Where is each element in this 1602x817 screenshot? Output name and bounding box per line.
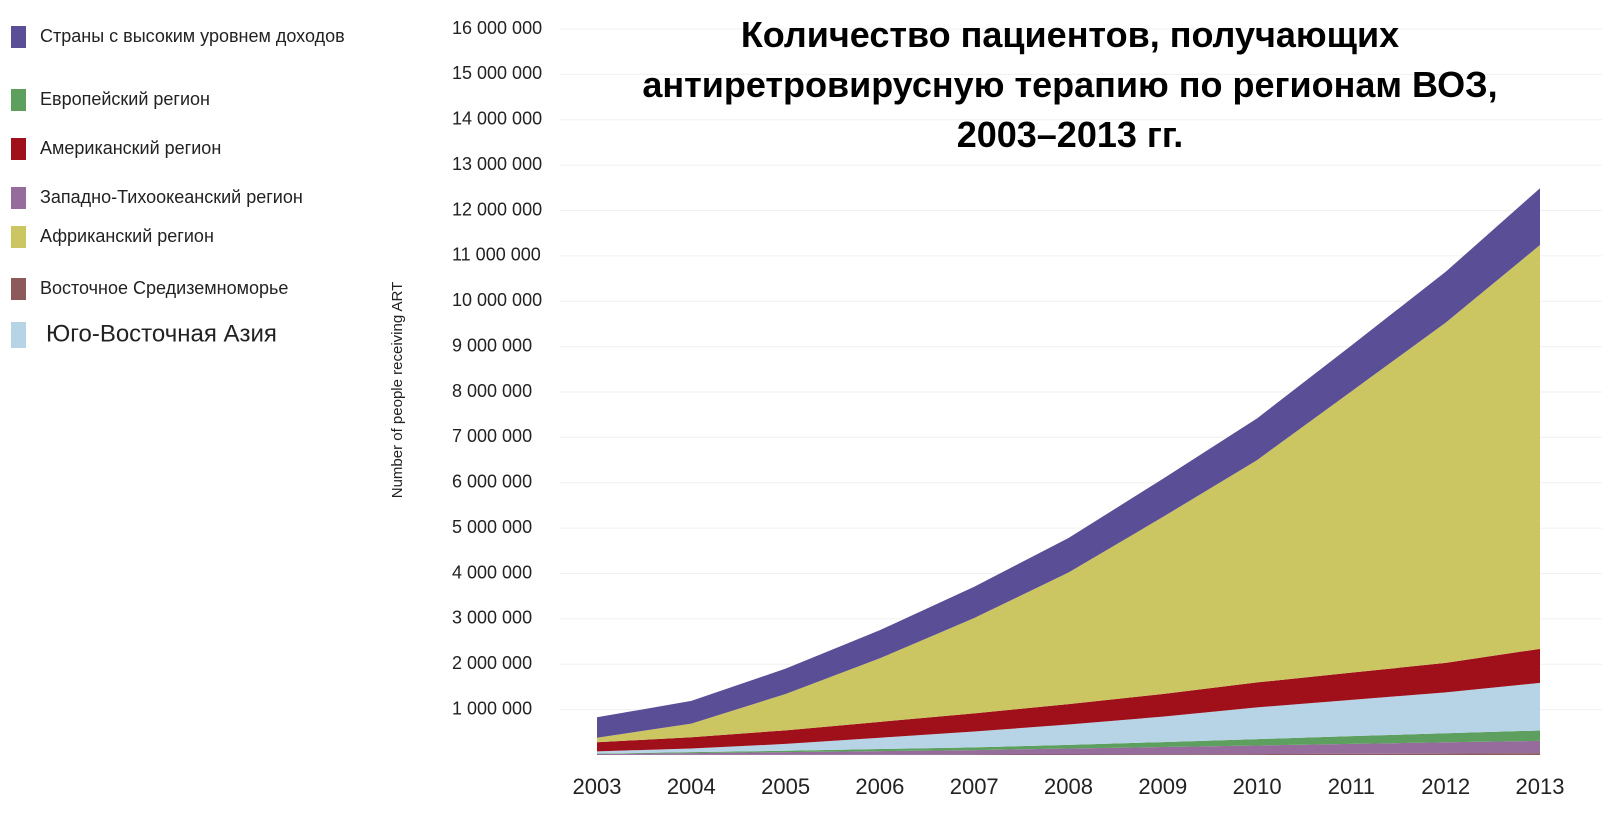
y-tick-label: 12 000 000 — [452, 199, 542, 219]
legend-label: Европейский регион — [40, 89, 210, 109]
legend-swatch — [11, 322, 26, 348]
x-tick-label: 2013 — [1516, 774, 1565, 799]
y-tick-label: 5 000 000 — [452, 517, 532, 537]
x-tick-label: 2009 — [1138, 774, 1187, 799]
y-tick-label: 8 000 000 — [452, 381, 532, 401]
y-tick-label: 4 000 000 — [452, 562, 532, 582]
legend-label: Восточное Средиземноморье — [40, 278, 288, 298]
y-tick-label: 6 000 000 — [452, 472, 532, 492]
x-tick-label: 2005 — [761, 774, 810, 799]
y-tick-label: 3 000 000 — [452, 608, 532, 628]
legend-label: Страны с высоким уровнем доходов — [40, 26, 345, 46]
y-tick-label: 14 000 000 — [452, 109, 542, 129]
y-tick-label: 9 000 000 — [452, 335, 532, 355]
y-tick-label: 10 000 000 — [452, 290, 542, 310]
x-tick-label: 2003 — [573, 774, 622, 799]
x-tick-label: 2008 — [1044, 774, 1093, 799]
legend-swatch — [11, 278, 26, 300]
legend-swatch — [11, 187, 26, 209]
y-tick-label: 15 000 000 — [452, 63, 542, 83]
y-tick-label: 2 000 000 — [452, 653, 532, 673]
legend-swatch — [11, 226, 26, 248]
x-tick-label: 2010 — [1233, 774, 1282, 799]
y-tick-label: 13 000 000 — [452, 154, 542, 174]
y-tick-label: 11 000 000 — [452, 245, 541, 265]
y-tick-label: 16 000 000 — [452, 18, 542, 38]
legend-swatch — [11, 26, 26, 48]
x-tick-label: 2004 — [667, 774, 716, 799]
x-tick-label: 2006 — [855, 774, 904, 799]
x-tick-label: 2011 — [1328, 774, 1375, 799]
y-tick-label: 1 000 000 — [452, 698, 532, 718]
legend-label: Юго-Восточная Азия — [46, 320, 277, 347]
legend-swatch — [11, 89, 26, 111]
x-tick-label: 2012 — [1421, 774, 1470, 799]
legend-swatch — [11, 138, 26, 160]
legend-label: Американский регион — [40, 138, 221, 158]
legend-label: Африканский регион — [40, 226, 214, 246]
area — [597, 753, 1540, 755]
area — [597, 648, 1540, 752]
area — [597, 244, 1540, 743]
area — [597, 682, 1540, 754]
area — [597, 730, 1540, 755]
y-tick-label: 7 000 000 — [452, 426, 532, 446]
y-axis-label: Number of people receiving ART — [389, 282, 406, 499]
area — [597, 740, 1540, 755]
legend-label: Западно-Тихоокеанский регион — [40, 187, 303, 207]
x-tick-label: 2007 — [950, 774, 999, 799]
chart-title: Количество пациентов, получающих антирет… — [642, 14, 1498, 155]
